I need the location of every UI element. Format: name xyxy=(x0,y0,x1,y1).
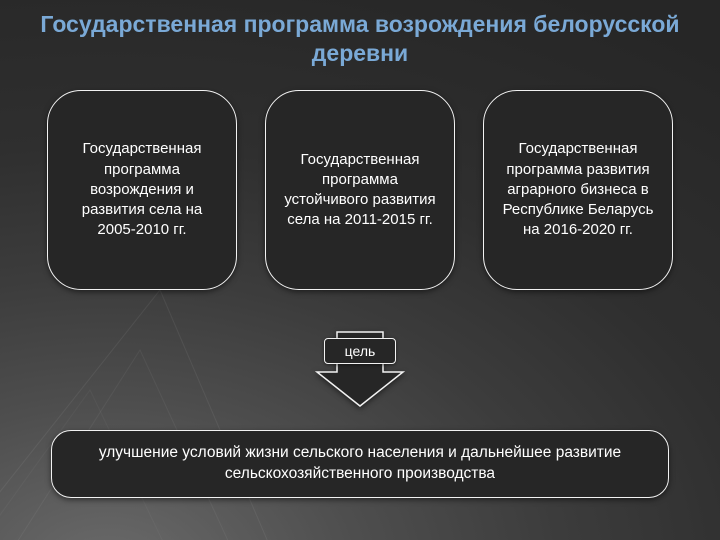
arrow-label: цель xyxy=(324,338,396,364)
program-card-2: Государственная программа устойчивого ра… xyxy=(265,90,455,290)
cards-row: Государственная программа возрождения и … xyxy=(0,90,720,290)
goal-text: улучшение условий жизни сельского населе… xyxy=(76,443,644,485)
program-card-1: Государственная программа возрождения и … xyxy=(47,90,237,290)
goal-box: улучшение условий жизни сельского населе… xyxy=(51,430,669,498)
program-card-text: Государственная программа развития аграр… xyxy=(498,139,658,240)
program-card-3: Государственная программа развития аграр… xyxy=(483,90,673,290)
arrow-block: цель xyxy=(300,330,420,408)
program-card-text: Государственная программа устойчивого ра… xyxy=(280,150,440,231)
arrow-label-text: цель xyxy=(345,343,376,359)
slide-title: Государственная программа возрождения бе… xyxy=(0,10,720,68)
slide: Государственная программа возрождения бе… xyxy=(0,0,720,540)
program-card-text: Государственная программа возрождения и … xyxy=(62,139,222,240)
